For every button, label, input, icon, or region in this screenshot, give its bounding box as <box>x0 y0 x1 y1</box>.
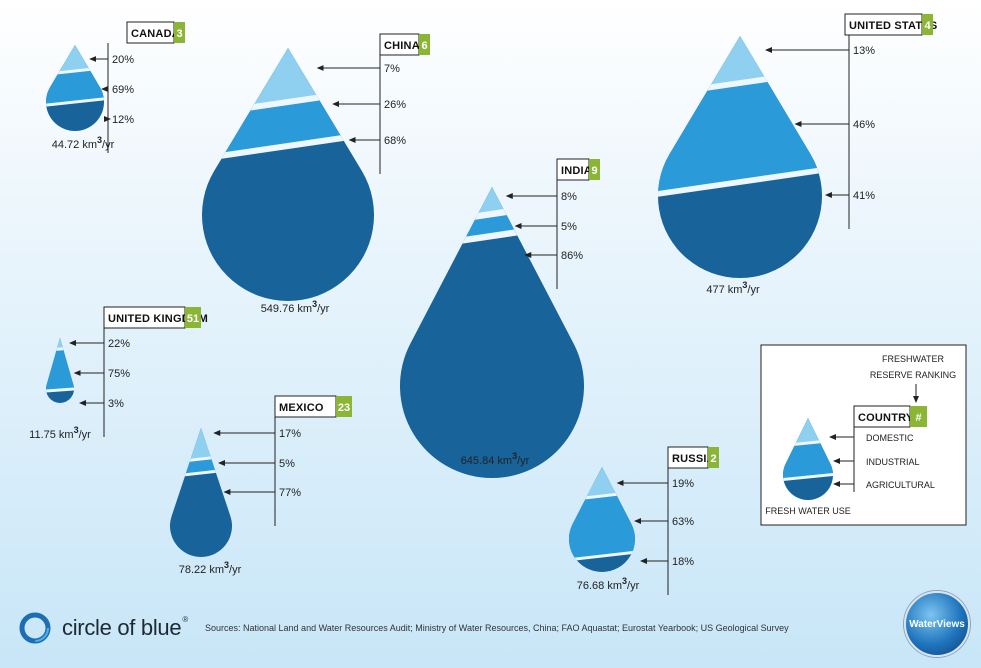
united-states-name: UNITED STATES <box>849 20 937 32</box>
mexico-agricultural-percent: 77% <box>279 487 301 499</box>
india-name: INDIA <box>561 165 592 177</box>
circle-of-blue-logo[interactable]: circle of blue® <box>18 610 188 646</box>
canada-gap-upper <box>46 64 104 78</box>
canada-volume: 44.72 km3/yr <box>52 135 115 151</box>
united-kingdom-industrial-percent: 75% <box>108 368 130 380</box>
china-volume: 549.76 km3/yr <box>261 299 330 315</box>
canada-gap-lower <box>46 95 104 109</box>
canada-agricultural-percent: 12% <box>112 114 134 126</box>
india-domestic-percent: 8% <box>561 191 577 203</box>
mexico-gap-upper <box>169 451 233 467</box>
country-china: CHINA 6 7% 26% 68% 549.76 km3/yr <box>202 33 430 315</box>
legend-rank-box <box>910 406 927 427</box>
mexico-rank: 23 <box>338 402 350 414</box>
legend-industrial-label: INDUSTRIAL <box>866 457 920 467</box>
mexico-rank-box <box>336 396 352 417</box>
legend-agricultural-label: AGRICULTURAL <box>866 480 935 490</box>
united-kingdom-industrial-segment <box>46 338 74 393</box>
united-kingdom-rank: 51 <box>187 313 199 325</box>
waterviews-badge[interactable]: WaterViews <box>904 591 970 657</box>
russia-domestic-percent: 19% <box>672 478 694 490</box>
legend-domestic-label: DOMESTIC <box>866 433 914 443</box>
russia-drop <box>569 467 635 572</box>
india-volume: 645.84 km3/yr <box>461 451 530 467</box>
united-kingdom-domestic-percent: 22% <box>108 338 130 350</box>
legend-gap-upper <box>783 437 833 449</box>
united-states-rank: 4 <box>924 20 931 32</box>
canada-domestic-percent: 20% <box>112 54 134 66</box>
united-states-gap-lower <box>657 164 822 200</box>
china-name: CHINA <box>384 40 420 52</box>
country-india: INDIA 9 8% 5% 86% 645.84 km3/yr <box>400 158 600 479</box>
sources-text: Sources: National Land and Water Resourc… <box>205 623 789 633</box>
india-industrial-percent: 5% <box>561 221 577 233</box>
logo-text: circle of blue® <box>62 615 188 641</box>
russia-rank-box <box>708 447 719 468</box>
united-states-rank-box <box>922 14 933 35</box>
russia-gap-upper <box>569 488 635 504</box>
legend-ranking-line1: FRESHWATER <box>882 354 944 364</box>
china-domestic-percent: 7% <box>384 63 400 75</box>
legend-country-label: COUNTRY <box>858 412 914 424</box>
legend: FRESHWATER RESERVE RANKING COUNTRY # DOM… <box>760 344 967 526</box>
india-agricultural-percent: 86% <box>561 250 583 262</box>
russia-industrial-percent: 63% <box>672 516 694 528</box>
mexico-name: MEXICO <box>279 402 324 414</box>
legend-ranking-line2: RESERVE RANKING <box>870 370 956 380</box>
mexico-volume: 78.22 km3/yr <box>179 560 242 576</box>
united-kingdom-rank-box <box>185 307 201 328</box>
russia-rank: 2 <box>710 453 716 465</box>
united-kingdom-gap-lower <box>46 385 74 395</box>
canada-drop <box>46 45 104 131</box>
russia-name: RUSSIA <box>672 453 715 465</box>
russia-volume: 76.68 km3/yr <box>577 576 640 592</box>
united-states-industrial-percent: 46% <box>853 119 875 131</box>
united-kingdom-agricultural-percent: 3% <box>108 398 124 410</box>
canada-name: CANADA <box>131 28 180 40</box>
india-rank-box <box>589 159 600 180</box>
united-states-agricultural-percent: 41% <box>853 190 875 202</box>
russia-gap-lower <box>569 548 635 564</box>
china-drop <box>202 48 374 301</box>
logo-trademark: ® <box>182 615 188 624</box>
united-kingdom-volume: 11.75 km3/yr <box>29 425 91 441</box>
mexico-industrial-percent: 5% <box>279 458 295 470</box>
canada-rank: 3 <box>176 28 182 40</box>
logo-wordmark: circle of blue <box>62 615 182 640</box>
united-kingdom-gap-upper <box>46 344 74 354</box>
india-rank: 9 <box>591 165 597 177</box>
china-rank-box <box>419 34 430 55</box>
legend-gap-lower <box>783 471 833 483</box>
mexico-domestic-percent: 17% <box>279 428 301 440</box>
china-agricultural-percent: 68% <box>384 135 406 147</box>
china-industrial-percent: 26% <box>384 99 406 111</box>
russia-agricultural-percent: 18% <box>672 556 694 568</box>
legend-caption: FRESH WATER USE <box>765 506 851 516</box>
legend-rank-symbol: # <box>915 412 921 424</box>
canada-industrial-percent: 69% <box>112 84 134 96</box>
united-states-volume: 477 km3/yr <box>706 280 760 296</box>
mexico-gap-lower <box>169 465 233 481</box>
united-kingdom-drop <box>46 338 74 403</box>
circle-logo-icon <box>19 612 51 644</box>
china-rank: 6 <box>421 40 427 52</box>
united-states-drop <box>657 36 822 279</box>
united-kingdom-domestic-segment <box>46 338 74 352</box>
waterviews-label: WaterViews <box>909 618 965 630</box>
country-mexico: MEXICO 23 17% 5% 77% 78.22 km3/yr <box>169 395 352 576</box>
united-kingdom-name: UNITED KINGDOM <box>108 313 208 325</box>
canada-rank-box <box>174 22 185 43</box>
united-states-domestic-percent: 13% <box>853 45 875 57</box>
